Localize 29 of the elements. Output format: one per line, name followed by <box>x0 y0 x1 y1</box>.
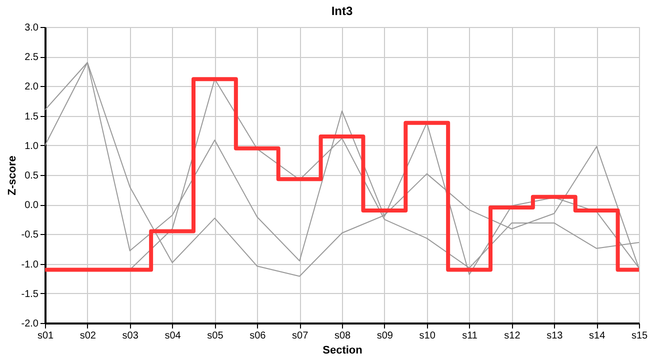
x-tick-label: s11 <box>462 330 478 342</box>
y-axis-title: Z-score <box>6 156 18 196</box>
y-tick-label: -1.0 <box>21 259 39 270</box>
y-tick-label: 0.5 <box>24 170 39 182</box>
x-axis-title: Section <box>322 344 363 356</box>
y-tick-label: 1.0 <box>24 140 39 152</box>
y-tick-label: 2.5 <box>24 52 39 64</box>
x-tick-label: s05 <box>207 330 224 342</box>
x-tick-label: s09 <box>376 330 394 342</box>
x-tick-label: s02 <box>80 330 96 342</box>
y-tick-label: -0.5 <box>21 230 39 241</box>
y-tick-label: -1.5 <box>21 288 39 300</box>
x-tick-label: s13 <box>546 330 564 342</box>
x-tick-label: s15 <box>631 330 648 342</box>
x-tick-label: s08 <box>334 330 351 342</box>
x-tick-label: s03 <box>122 330 139 342</box>
x-tick-label: s12 <box>504 330 521 342</box>
chart-title: Int3 <box>331 4 353 18</box>
x-tick-label: s01 <box>37 330 54 342</box>
x-tick-label: s14 <box>589 330 606 342</box>
y-tick-label: 2.0 <box>24 82 39 93</box>
x-tick-label: s10 <box>419 330 436 342</box>
x-tick-label: s04 <box>164 330 182 342</box>
y-tick-label: 3.0 <box>24 22 39 34</box>
y-tick-label: 1.5 <box>24 111 39 122</box>
x-tick-label: s06 <box>250 330 266 342</box>
y-tick-label: 0.0 <box>24 200 39 212</box>
y-tick-label: -2.0 <box>21 318 39 330</box>
x-tick-label: s07 <box>292 330 309 342</box>
